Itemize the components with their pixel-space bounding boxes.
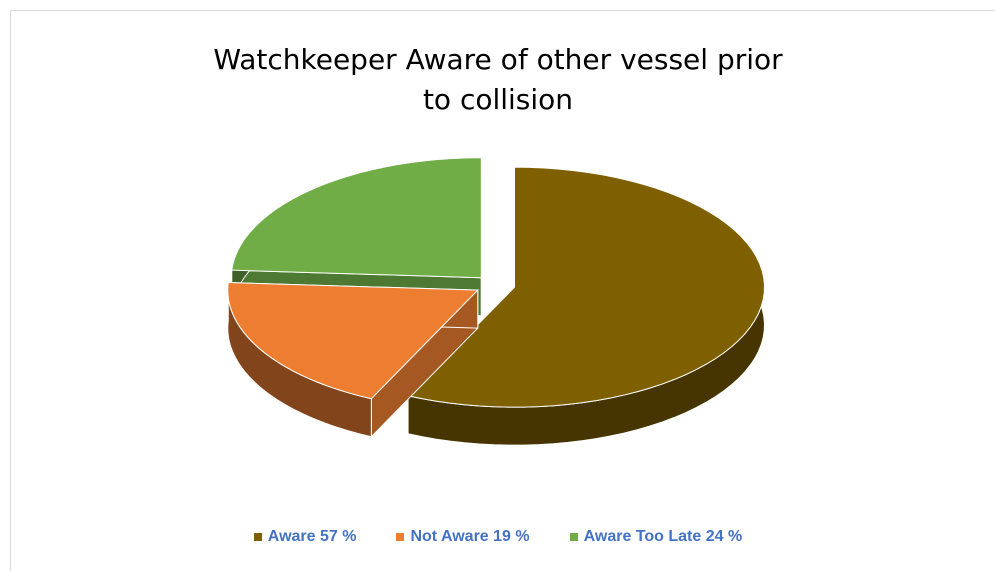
legend-label: Aware Too Late 24 % (583, 528, 743, 545)
legend-label: Aware 57 % (267, 528, 357, 545)
legend-swatch (569, 533, 578, 541)
legend-swatch (253, 533, 262, 541)
slice-top (407, 166, 765, 408)
pie-slice (407, 166, 765, 446)
legend-swatch (396, 533, 405, 541)
legend-item: Aware Too Late 24 % (569, 528, 743, 546)
legend-label: Not Aware 19 % (410, 528, 530, 545)
slice-top (231, 157, 482, 279)
legend-item: Aware 57 % (253, 528, 357, 546)
pie-slice (227, 282, 479, 438)
legend: Aware 57 % Not Aware 19 % Aware Too Late 2… (0, 528, 996, 546)
chart-title: Watchkeeper Aware of other vessel prior … (213, 43, 783, 116)
chart-frame (10, 10, 995, 571)
legend-item: Not Aware 19 % (396, 528, 530, 546)
slice-top (227, 282, 479, 400)
